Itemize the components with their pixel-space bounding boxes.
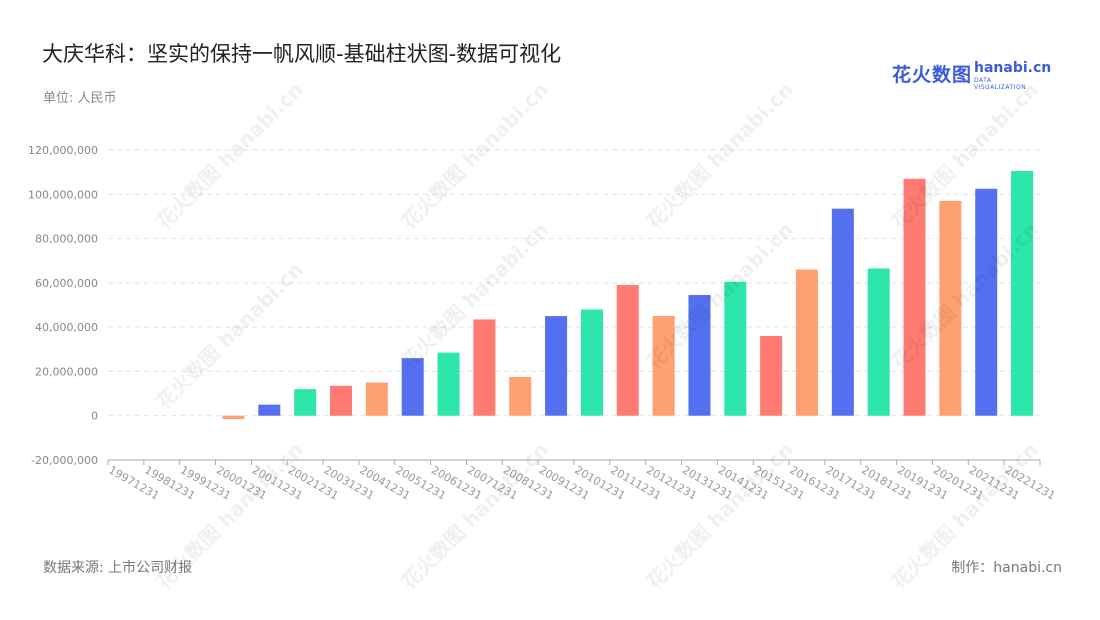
bar-20061231[interactable] [437,352,460,416]
y-tick-label: 20,000,000 [35,365,98,378]
grid-lines [108,149,1040,461]
y-tick-label: 100,000,000 [28,188,98,201]
bar-20101231[interactable] [580,309,603,416]
x-axis-ticks: 1997123119981231199912312000123120011231… [106,463,1057,502]
bar-20051231[interactable] [401,358,424,416]
bar-20001231[interactable] [222,415,245,420]
bar-20211231[interactable] [975,188,998,416]
bar-20161231[interactable] [796,269,818,416]
x-axis [107,459,1041,465]
y-tick-label: 40,000,000 [35,321,98,334]
unit-label: 单位: 人民币 [43,91,117,106]
logo-en-text: hanabi.cn [974,60,1052,76]
bar-20021231[interactable] [294,389,317,416]
bars [222,171,1034,420]
y-tick-label: -20,000,000 [31,454,98,467]
bar-20151231[interactable] [760,336,783,416]
logo-sub-text: DATA VISUALIZATION [974,77,1027,91]
bar-20141231[interactable] [724,281,747,416]
y-tick-label: 80,000,000 [35,233,98,246]
bar-20111231[interactable] [616,285,639,416]
chart-title: 大庆华科：坚实的保持一帆风顺-基础柱状图-数据可视化 [42,42,562,66]
bar-20171231[interactable] [831,208,854,416]
y-axis-ticks: -20,000,000 0 20,000,000 40,000,000 60,000,0… [28,144,98,467]
bar-20091231[interactable] [545,316,568,416]
brand-logo[interactable]: 花火数图 hanabi.cn DATA VISUALIZATION [892,58,1051,91]
bar-20181231[interactable] [867,268,890,416]
y-tick-label: 60,000,000 [35,277,98,290]
bar-20221231[interactable] [1011,171,1034,416]
bar-20081231[interactable] [509,376,532,416]
bar-20041231[interactable] [365,382,388,416]
bar-20121231[interactable] [652,316,675,416]
bar-20191231[interactable] [903,178,926,416]
bar-20201231[interactable] [939,200,962,416]
data-source: 数据来源: 上市公司财报 [43,560,193,576]
bar-20131231[interactable] [688,295,711,416]
y-tick-label: 0 [91,410,98,423]
bar-20071231[interactable] [473,319,496,416]
maker-credit: 制作：hanabi.cn [951,560,1062,576]
logo-cn-text: 花火数图 [892,64,973,86]
bar-20011231[interactable] [258,404,281,416]
y-tick-label: 120,000,000 [28,144,98,157]
bar-20031231[interactable] [330,385,352,416]
